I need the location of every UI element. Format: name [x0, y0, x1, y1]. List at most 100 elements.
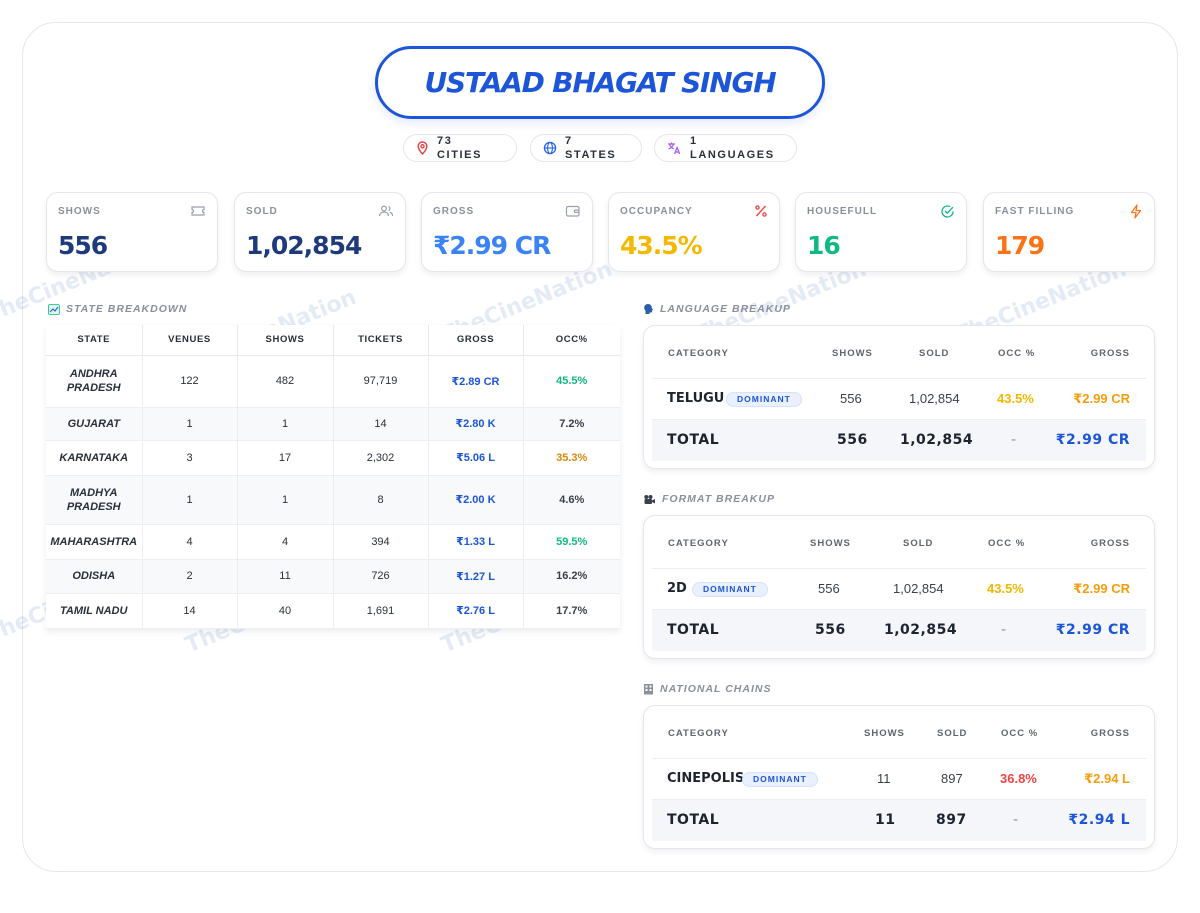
stat-value: 43.5%: [620, 231, 703, 260]
venues-cell: 4: [142, 524, 238, 560]
column-header: OCC%: [523, 325, 620, 356]
venues-cell: 2: [142, 559, 238, 594]
table-row: 2D DOMINANT 556 1,02,854 43.5% ₹2.99 CR: [652, 568, 1146, 608]
languages-chip: 1 LANGUAGES: [654, 134, 797, 162]
column-header: CATEGORY: [668, 538, 729, 549]
gross-cell: ₹2.89 CR: [428, 355, 524, 408]
shows-cell: 556: [818, 581, 840, 596]
stat-label: HOUSEFULL: [807, 206, 878, 217]
stat-label: SOLD: [246, 206, 278, 217]
column-header: SHOWS: [864, 728, 905, 739]
tickets-cell: 1,691: [333, 593, 429, 629]
column-header: OCC %: [988, 538, 1026, 549]
table-row: GUJARAT 1 1 14 ₹2.80 K 7.2%: [46, 407, 620, 441]
dominant-badge: DOMINANT: [692, 582, 768, 597]
national-chains-heading: NATIONAL CHAINS: [643, 683, 771, 695]
column-header: CATEGORY: [668, 348, 729, 359]
language-breakup-title: LANGUAGE BREAKUP: [660, 303, 791, 315]
stat-card-sold: SOLD 1,02,854: [234, 192, 406, 272]
dominant-badge: DOMINANT: [726, 392, 802, 407]
column-header: GROSS: [1090, 348, 1130, 359]
shows-cell: 11: [877, 771, 891, 786]
gross-cell: ₹2.99 CR: [1073, 391, 1130, 406]
gross-cell: ₹2.99 CR: [1073, 581, 1130, 596]
occ-cell: 4.6%: [523, 475, 620, 525]
column-header: SOLD: [903, 538, 934, 549]
states-count: 7: [565, 135, 573, 147]
shows-cell: 1: [237, 407, 334, 441]
cities-chip: 73 CITIES: [403, 134, 517, 162]
table-row: MAHARASHTRA 4 4 394 ₹1.33 L 59.5%: [46, 524, 620, 560]
column-header: GROSS: [428, 325, 524, 356]
total-gross: ₹2.99 CR: [1055, 432, 1130, 448]
check-circle-icon: [941, 205, 954, 218]
states-chip: 7 STATES: [530, 134, 642, 162]
table-header-row: CATEGORY SHOWS SOLD OCC % GROSS: [652, 516, 1146, 568]
sold-cell: 1,02,854: [893, 581, 944, 596]
globe-icon: [543, 141, 557, 155]
state-cell: GUJARAT: [46, 407, 143, 441]
total-gross: ₹2.94 L: [1068, 812, 1130, 828]
speaking-head-icon: [644, 304, 653, 314]
state-cell: KARNATAKA: [46, 440, 143, 476]
gross-cell: ₹2.00 K: [428, 475, 524, 525]
map-pin-icon: [417, 141, 428, 155]
gross-cell: ₹2.80 K: [428, 407, 524, 441]
tickets-cell: 8: [333, 475, 429, 525]
column-header: GROSS: [1090, 538, 1130, 549]
percent-icon: [755, 205, 767, 217]
table-row: TAMIL NADU 14 40 1,691 ₹2.76 L 17.7%: [46, 593, 620, 629]
shows-cell: 4: [237, 524, 334, 560]
table-row: ANDHRA PRADESH 122 482 97,719 ₹2.89 CR 4…: [46, 355, 620, 408]
stat-value: 556: [58, 231, 108, 260]
occ-cell: 16.2%: [523, 559, 620, 594]
cities-label: CITIES: [437, 149, 483, 161]
state-cell: MAHARASHTRA: [46, 524, 143, 560]
state-cell: ODISHA: [46, 559, 143, 594]
occ-cell: 36.8%: [1000, 771, 1037, 786]
states-label: STATES: [565, 149, 617, 161]
state-cell: TAMIL NADU: [46, 593, 143, 629]
language-breakup-heading: LANGUAGE BREAKUP: [643, 303, 791, 315]
column-header: GROSS: [1090, 728, 1130, 739]
total-label: TOTAL: [667, 432, 720, 448]
wallet-icon: [565, 205, 580, 217]
state-breakdown-title: STATE BREAKDOWN: [66, 303, 188, 315]
table-header-row: STATE VENUES SHOWS TICKETS GROSS OCC%: [46, 325, 620, 356]
stat-label: SHOWS: [58, 206, 101, 217]
cities-count: 73: [437, 135, 453, 147]
language-breakup-card: CATEGORY SHOWS SOLD OCC % GROSS TELUGU D…: [643, 325, 1155, 469]
state-breakdown-heading: STATE BREAKDOWN: [48, 303, 187, 315]
users-icon: [378, 205, 394, 217]
column-header: TICKETS: [333, 325, 429, 356]
stat-label: GROSS: [433, 206, 475, 217]
tickets-cell: 2,302: [333, 440, 429, 476]
column-header: SOLD: [919, 348, 950, 359]
table-row: TELUGU DOMINANT 556 1,02,854 43.5% ₹2.99…: [652, 378, 1146, 418]
movie-title-pill: USTAAD BHAGAT SINGH: [375, 46, 825, 119]
total-occ: -: [1001, 622, 1007, 638]
gross-cell: ₹2.94 L: [1084, 771, 1130, 786]
total-shows: 556: [837, 432, 868, 448]
table-header-row: CATEGORY SHOWS SOLD OCC % GROSS: [652, 326, 1146, 378]
format-breakup-card: CATEGORY SHOWS SOLD OCC % GROSS 2D DOMIN…: [643, 515, 1155, 659]
movie-title: USTAAD BHAGAT SINGH: [424, 66, 776, 99]
tickets-cell: 394: [333, 524, 429, 560]
stat-card-housefull: HOUSEFULL 16: [795, 192, 967, 272]
venues-cell: 1: [142, 407, 238, 441]
column-header: SHOWS: [237, 325, 334, 356]
total-sold: 1,02,854: [884, 622, 958, 638]
stat-card-fast-filling: FAST FILLING 179: [983, 192, 1155, 272]
occ-cell: 43.5%: [987, 581, 1024, 596]
stat-value: 16: [807, 231, 841, 260]
venues-cell: 14: [142, 593, 238, 629]
stat-value: ₹2.99 CR: [433, 231, 551, 260]
stat-value: 179: [995, 231, 1045, 260]
stat-card-shows: SHOWS 556: [46, 192, 218, 272]
shows-cell: 482: [237, 355, 334, 408]
building-icon: [644, 684, 653, 695]
venues-cell: 1: [142, 475, 238, 525]
state-cell: ANDHRA PRADESH: [46, 355, 143, 408]
total-occ: -: [1013, 812, 1019, 828]
category-name: TELUGU: [667, 391, 725, 406]
